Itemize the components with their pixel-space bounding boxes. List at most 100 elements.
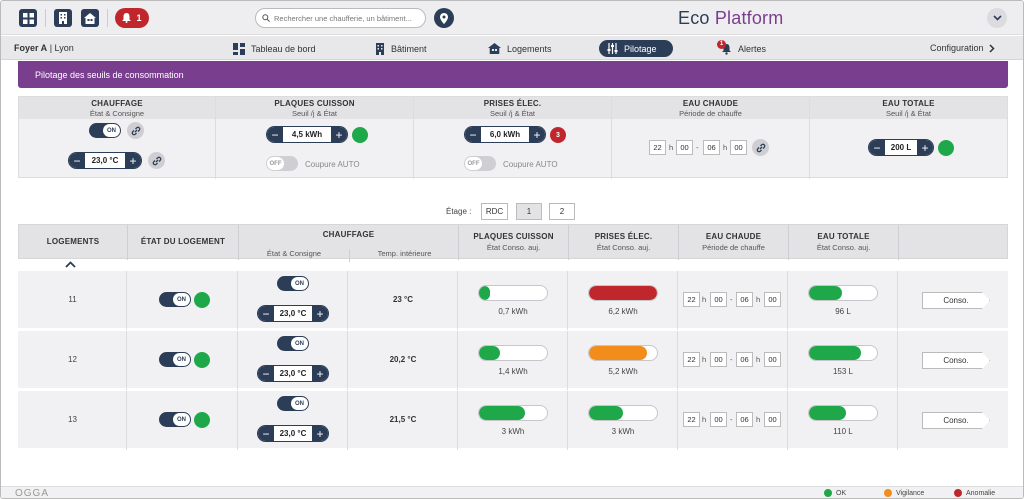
toggle-label: ON — [291, 277, 308, 290]
prises-gauge — [588, 345, 658, 361]
time-separator: h — [723, 143, 728, 152]
nav-logements[interactable]: Logements — [480, 40, 560, 57]
threshold-title: EAU CHAUDE — [682, 99, 739, 108]
etat-toggle[interactable]: ON — [159, 352, 191, 367]
nav-alertes[interactable]: 1 Alertes — [713, 39, 774, 57]
threshold-header: PRISES ÉLEC. Seuil /j & État — [414, 97, 611, 119]
prises-auto-toggle[interactable]: OFF — [464, 156, 496, 171]
link-icon[interactable] — [148, 152, 165, 169]
minus-button[interactable]: − — [869, 140, 885, 155]
grid-icon[interactable] — [19, 9, 37, 27]
col-subtitle: Temp. intérieure — [349, 249, 459, 262]
plus-button[interactable]: + — [312, 366, 328, 381]
eau-gauge — [808, 405, 878, 421]
end-hour-input[interactable]: 06 — [703, 140, 720, 155]
plaques-value: 1,4 kWh — [498, 367, 528, 376]
end-minute-input[interactable]: 00 — [764, 412, 781, 427]
col-title: CHAUFFAGE — [322, 230, 375, 239]
gauge-fill — [809, 406, 847, 420]
minus-button[interactable]: − — [258, 366, 274, 381]
start-hour-input[interactable]: 22 — [649, 140, 666, 155]
etat-toggle[interactable]: ON — [159, 412, 191, 427]
link-icon[interactable] — [752, 139, 769, 156]
minus-button[interactable]: − — [69, 153, 85, 168]
threshold-subtitle: Seuil /j & État — [291, 109, 338, 118]
minus-button[interactable]: − — [258, 306, 274, 321]
cell-etat: ON — [127, 391, 238, 450]
time-separator: h — [756, 355, 761, 364]
threshold-title: PLAQUES CUISSON — [274, 99, 355, 108]
plaques-gauge — [478, 285, 548, 301]
anomaly-badge[interactable]: 3 — [550, 127, 566, 143]
plaques-seuil-stepper[interactable]: − 4,5 kWh + — [266, 126, 348, 143]
sort-asc-icon[interactable] — [65, 260, 76, 270]
chauffage-toggle[interactable]: ON — [277, 276, 309, 291]
col-eau-chaude: EAU CHAUDE Période de chauffe — [679, 225, 789, 260]
start-minute-input[interactable]: 00 — [710, 352, 727, 367]
toggle-label: OFF — [465, 157, 482, 170]
start-minute-input[interactable]: 00 — [676, 140, 693, 155]
nav-pilotage[interactable]: Pilotage — [599, 40, 673, 57]
search-box[interactable] — [255, 8, 426, 28]
chauffage-toggle[interactable]: ON — [277, 336, 309, 351]
end-minute-input[interactable]: 00 — [764, 352, 781, 367]
link-icon[interactable] — [127, 122, 144, 139]
alerts-button[interactable]: 1 — [115, 8, 149, 28]
plaques-auto-toggle[interactable]: OFF — [266, 156, 298, 171]
location-button[interactable] — [434, 8, 454, 28]
col-etat: ÉTAT DU LOGEMENT — [128, 225, 239, 260]
consigne-stepper[interactable]: −23,0 °C + — [257, 425, 329, 442]
nav-configuration[interactable]: Configuration — [930, 43, 995, 53]
end-minute-input[interactable]: 00 — [764, 292, 781, 307]
footer: OGGA OK Vigilance Anomalie — [1, 486, 1023, 498]
consigne-stepper[interactable]: −23,0 °C + — [257, 305, 329, 322]
plus-button[interactable]: + — [917, 140, 933, 155]
toggle-label: OFF — [267, 157, 284, 170]
conso-button[interactable]: Conso. — [922, 292, 990, 309]
user-menu-button[interactable] — [987, 8, 1007, 28]
plus-button[interactable]: + — [125, 153, 141, 168]
start-minute-input[interactable]: 00 — [710, 412, 727, 427]
floor-2-button[interactable]: 2 — [549, 203, 575, 220]
start-hour-input[interactable]: 22 — [683, 292, 700, 307]
chauffage-toggle[interactable]: ON — [277, 396, 309, 411]
plus-button[interactable]: + — [312, 426, 328, 441]
conso-button[interactable]: Conso. — [922, 352, 990, 369]
start-minute-input[interactable]: 00 — [710, 292, 727, 307]
col-logements[interactable]: LOGEMENTS — [19, 225, 128, 260]
end-hour-input[interactable]: 06 — [736, 412, 753, 427]
prises-seuil-stepper[interactable]: − 6,0 kWh + — [464, 126, 546, 143]
site-city: | Lyon — [49, 43, 74, 53]
plus-button[interactable]: + — [529, 127, 545, 142]
time-separator: h — [702, 295, 707, 304]
end-hour-input[interactable]: 06 — [736, 292, 753, 307]
nav-tableau-de-bord[interactable]: Tableau de bord — [225, 40, 324, 57]
floor-rdc-button[interactable]: RDC — [481, 203, 508, 220]
end-hour-input[interactable]: 06 — [736, 352, 753, 367]
consigne-stepper[interactable]: −23,0 °C + — [257, 365, 329, 382]
plus-button[interactable]: + — [312, 306, 328, 321]
prises-gauge — [588, 285, 658, 301]
building-icon[interactable] — [54, 9, 72, 27]
floor-1-button[interactable]: 1 — [516, 203, 542, 220]
start-hour-input[interactable]: 22 — [683, 412, 700, 427]
gauge-fill — [589, 406, 623, 420]
end-minute-input[interactable]: 00 — [730, 140, 747, 155]
etat-toggle[interactable]: ON — [159, 292, 191, 307]
conso-button[interactable]: Conso. — [922, 412, 990, 429]
start-hour-input[interactable]: 22 — [683, 352, 700, 367]
minus-button[interactable]: − — [465, 127, 481, 142]
eau-totale-seuil-stepper[interactable]: − 200 L + — [868, 139, 934, 156]
table-row: 13 ON ON −23,0 °C +21,5 °C 3 kWh 3 kWh 22 h 00-06… — [18, 391, 1008, 450]
search-input[interactable] — [274, 13, 414, 23]
minus-button[interactable]: − — [267, 127, 283, 142]
plus-button[interactable]: + — [331, 127, 347, 142]
table-row: 12 ON ON −23,0 °C +20,2 °C 1,4 kWh 5,2 kWh 22 h 0… — [18, 331, 1008, 390]
eau-gauge — [808, 285, 878, 301]
nav-batiment[interactable]: Bâtiment — [367, 40, 435, 57]
house-icon[interactable] — [81, 9, 99, 27]
chauffage-global-toggle[interactable]: ON — [89, 123, 121, 138]
threshold-subtitle: Période de chauffe — [679, 109, 742, 118]
chauffage-consigne-stepper[interactable]: − 23,0 °C + — [68, 152, 142, 169]
minus-button[interactable]: − — [258, 426, 274, 441]
